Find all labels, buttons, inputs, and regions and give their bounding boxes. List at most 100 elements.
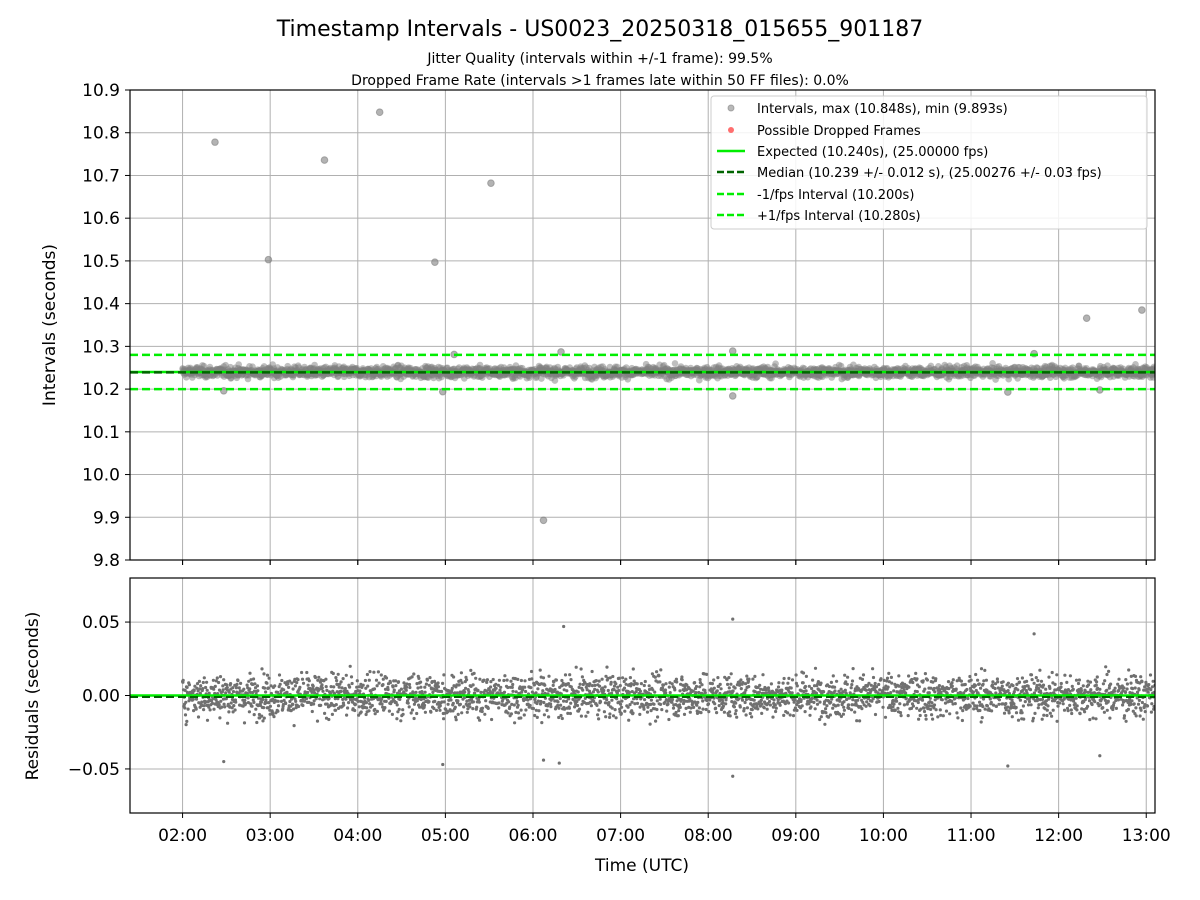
residual-point [202,708,206,712]
residual-point [425,678,429,682]
residual-point [379,673,383,677]
residual-point [202,704,206,708]
residual-point [782,713,786,718]
residual-point [881,705,885,709]
residual-point [532,683,537,687]
residual-point [819,681,823,685]
residual-point [631,711,635,715]
residual-point [394,679,398,683]
residual-point [575,703,580,708]
residual-point [635,682,639,686]
residual-point [412,702,416,706]
residual-point [889,675,894,680]
residual-point [853,710,857,714]
residual-point [539,699,543,704]
residual-point [861,700,865,704]
residual-point [757,690,762,694]
residual-point [758,683,762,687]
residual-point [327,717,331,722]
residual-point [542,713,547,717]
residual-point [509,712,513,716]
residual-point [733,712,738,716]
residual-point [696,700,700,705]
residual-point [577,707,582,711]
residual-point [553,687,557,692]
residual-point [250,704,254,708]
residual-point [588,700,593,704]
residual-point [511,689,515,693]
residuals-points [181,617,1155,778]
residual-point [363,678,367,683]
residual-point [280,678,284,683]
residual-point [233,708,237,712]
residual-point [586,710,590,714]
residual-point [850,679,855,683]
residual-point [744,688,748,692]
residual-point [843,688,847,692]
residual-point [467,702,472,706]
residual-point [803,710,807,714]
residual-point [321,689,325,693]
residual-point [213,684,217,689]
residual-point [245,691,249,695]
residual-point [800,704,804,708]
residual-point [222,678,226,682]
residual-point [596,713,600,717]
residual-point [569,685,573,689]
residual-point [566,711,570,716]
intervals-ylabel: Intervals (seconds) [40,244,60,406]
residual-point [598,700,603,704]
residual-point [845,697,849,701]
residual-point [565,689,569,693]
residual-point [743,700,747,705]
residual-point [915,677,919,681]
residual-point [842,700,846,704]
residual-point [350,681,354,686]
residual-point [617,688,621,693]
residual-point [707,710,711,714]
residual-point [829,700,833,704]
residual-point [325,702,329,706]
residual-point [533,697,537,702]
residual-point [670,682,674,686]
residual-point [668,691,672,695]
residual-point [510,685,514,690]
intervals-reference-lines [130,353,1155,391]
residual-point [627,690,632,694]
residual-point [664,691,668,695]
residual-point [665,709,669,713]
residual-point [652,702,656,706]
residual-point [593,683,597,688]
residual-point [643,679,647,684]
residual-point [671,706,676,710]
residual-point [602,688,606,693]
residual-point [614,682,618,686]
residual-point [917,697,921,701]
residual-point [245,683,249,687]
residual-point [296,678,300,682]
residual-point [475,705,479,709]
residual-point [252,713,256,717]
residual-point [747,685,751,689]
interval-outlier-point [264,255,273,264]
residual-point [813,707,817,711]
residual-point [523,679,527,683]
residual-point [337,685,341,689]
residual-point [887,680,892,684]
residual-point [843,673,847,677]
residual-point [236,679,240,683]
residual-point [478,677,482,681]
residual-point [678,705,682,710]
residual-point [904,691,908,695]
residual-point [457,683,461,687]
residual-point [452,675,456,679]
residual-point [743,682,748,686]
residual-point [522,713,526,717]
residual-point [555,690,560,694]
residual-point [453,691,457,695]
residual-point [458,702,462,706]
residual-point [767,689,771,693]
residual-point [772,698,776,702]
residual-point [562,699,566,703]
